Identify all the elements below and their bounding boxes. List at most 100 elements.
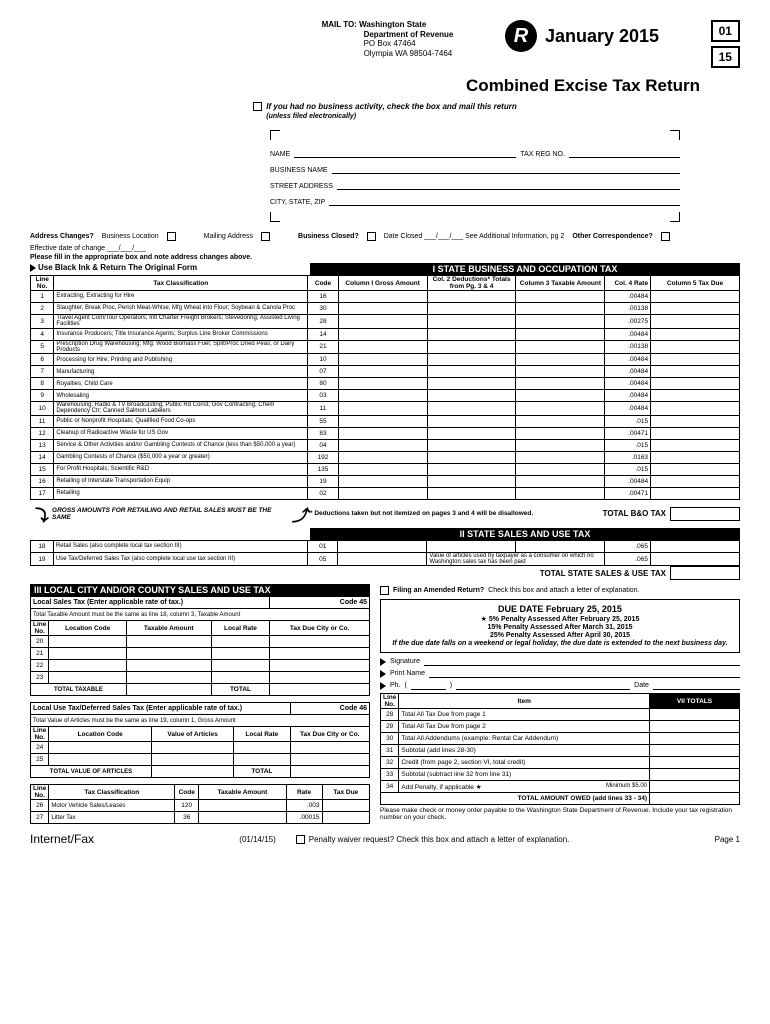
bo-row-c5[interactable]: [651, 340, 740, 354]
bo-row-c3[interactable]: [516, 303, 605, 315]
bo-row-c2[interactable]: [427, 354, 516, 366]
bo-row-c5[interactable]: [651, 354, 740, 366]
l46-tot-va[interactable]: [151, 766, 233, 778]
l45-row-lr[interactable]: [211, 660, 270, 672]
l45-tot-ta[interactable]: [126, 684, 211, 696]
l45-row-lr[interactable]: [211, 636, 270, 648]
bo-row-c1[interactable]: [338, 463, 427, 475]
bo-row-c2[interactable]: [427, 315, 516, 329]
tot-row-val[interactable]: [650, 721, 740, 733]
bo-row-c1[interactable]: [338, 402, 427, 416]
l46-row-loc[interactable]: [49, 754, 152, 766]
tot-row-val[interactable]: [650, 781, 740, 793]
bo-row-c1[interactable]: [338, 439, 427, 451]
taxreg-field[interactable]: [569, 148, 680, 158]
bo-row-c1[interactable]: [338, 415, 427, 427]
bo-row-c2[interactable]: [427, 402, 516, 416]
business-location-checkbox[interactable]: [167, 232, 176, 241]
l45-row-td[interactable]: [270, 672, 370, 684]
bo-row-c2[interactable]: [427, 463, 516, 475]
bo-row-c5[interactable]: [651, 475, 740, 487]
bo-row-c3[interactable]: [516, 439, 605, 451]
bo-row-c5[interactable]: [651, 328, 740, 340]
bo-row-c1[interactable]: [338, 390, 427, 402]
tot-row-val[interactable]: [650, 757, 740, 769]
bo-row-c5[interactable]: [651, 291, 740, 303]
total-owed-field[interactable]: [650, 793, 740, 805]
bo-row-c1[interactable]: [338, 328, 427, 340]
l45-row-ta[interactable]: [126, 660, 211, 672]
bo-row-c5[interactable]: [651, 463, 740, 475]
city-field[interactable]: [329, 196, 680, 206]
bo-row-c3[interactable]: [516, 475, 605, 487]
signature-field[interactable]: [424, 657, 740, 666]
bo-row-c2[interactable]: [427, 427, 516, 439]
r18-c5[interactable]: [651, 540, 740, 552]
waiver-checkbox[interactable]: [296, 835, 305, 844]
l46-row-td[interactable]: [290, 742, 370, 754]
bo-row-c3[interactable]: [516, 315, 605, 329]
bo-row-c3[interactable]: [516, 451, 605, 463]
l45-row-loc[interactable]: [49, 648, 127, 660]
bo-row-c2[interactable]: [427, 451, 516, 463]
bo-row-c3[interactable]: [516, 340, 605, 354]
bo-row-c1[interactable]: [338, 354, 427, 366]
bo-row-c1[interactable]: [338, 427, 427, 439]
bo-row-c1[interactable]: [338, 303, 427, 315]
tot-row-val[interactable]: [650, 769, 740, 781]
bo-row-c1[interactable]: [338, 291, 427, 303]
l46-row-va[interactable]: [151, 754, 233, 766]
l46-row-lr[interactable]: [234, 754, 290, 766]
bo-row-c5[interactable]: [651, 366, 740, 378]
bo-row-c5[interactable]: [651, 378, 740, 390]
tot-row-val[interactable]: [650, 733, 740, 745]
mailing-address-checkbox[interactable]: [261, 232, 270, 241]
r18-c1[interactable]: [338, 540, 427, 552]
l45-row-td[interactable]: [270, 636, 370, 648]
amended-checkbox[interactable]: [380, 586, 389, 595]
l46-row-lr[interactable]: [234, 742, 290, 754]
l45-row-lr[interactable]: [211, 672, 270, 684]
bo-row-c5[interactable]: [651, 390, 740, 402]
bo-row-c2[interactable]: [427, 439, 516, 451]
bo-row-c1[interactable]: [338, 378, 427, 390]
l46-tot-td[interactable]: [290, 766, 370, 778]
bo-row-c2[interactable]: [427, 487, 516, 499]
business-closed-checkbox[interactable]: [367, 232, 376, 241]
bo-row-c5[interactable]: [651, 439, 740, 451]
bo-row-c3[interactable]: [516, 487, 605, 499]
r26-ta[interactable]: [199, 800, 286, 812]
bo-row-c1[interactable]: [338, 475, 427, 487]
r18-c2[interactable]: [427, 540, 516, 552]
bo-row-c2[interactable]: [427, 340, 516, 354]
l46-row-td[interactable]: [290, 754, 370, 766]
bo-row-c3[interactable]: [516, 463, 605, 475]
bo-row-c1[interactable]: [338, 451, 427, 463]
l45-row-ta[interactable]: [126, 636, 211, 648]
bo-row-c2[interactable]: [427, 415, 516, 427]
bo-row-c5[interactable]: [651, 402, 740, 416]
bo-row-c2[interactable]: [427, 328, 516, 340]
total-bo-field[interactable]: [670, 507, 740, 521]
bo-row-c2[interactable]: [427, 303, 516, 315]
tot-row-val[interactable]: [650, 745, 740, 757]
bo-row-c5[interactable]: [651, 303, 740, 315]
date-field[interactable]: [653, 681, 740, 690]
phone-area[interactable]: [411, 681, 446, 690]
bo-row-c3[interactable]: [516, 366, 605, 378]
total-ssu-field[interactable]: [670, 566, 740, 580]
bo-row-c3[interactable]: [516, 415, 605, 427]
bo-row-c1[interactable]: [338, 366, 427, 378]
other-corr-checkbox[interactable]: [661, 232, 670, 241]
name-field[interactable]: [294, 148, 516, 158]
bo-row-c3[interactable]: [516, 328, 605, 340]
l45-tot-td[interactable]: [270, 684, 370, 696]
r19-c1[interactable]: [338, 552, 427, 566]
bo-row-c5[interactable]: [651, 415, 740, 427]
bo-row-c1[interactable]: [338, 340, 427, 354]
bo-row-c2[interactable]: [427, 475, 516, 487]
bo-row-c3[interactable]: [516, 291, 605, 303]
bo-row-c5[interactable]: [651, 427, 740, 439]
bo-row-c3[interactable]: [516, 378, 605, 390]
tot-row-val[interactable]: [650, 709, 740, 721]
